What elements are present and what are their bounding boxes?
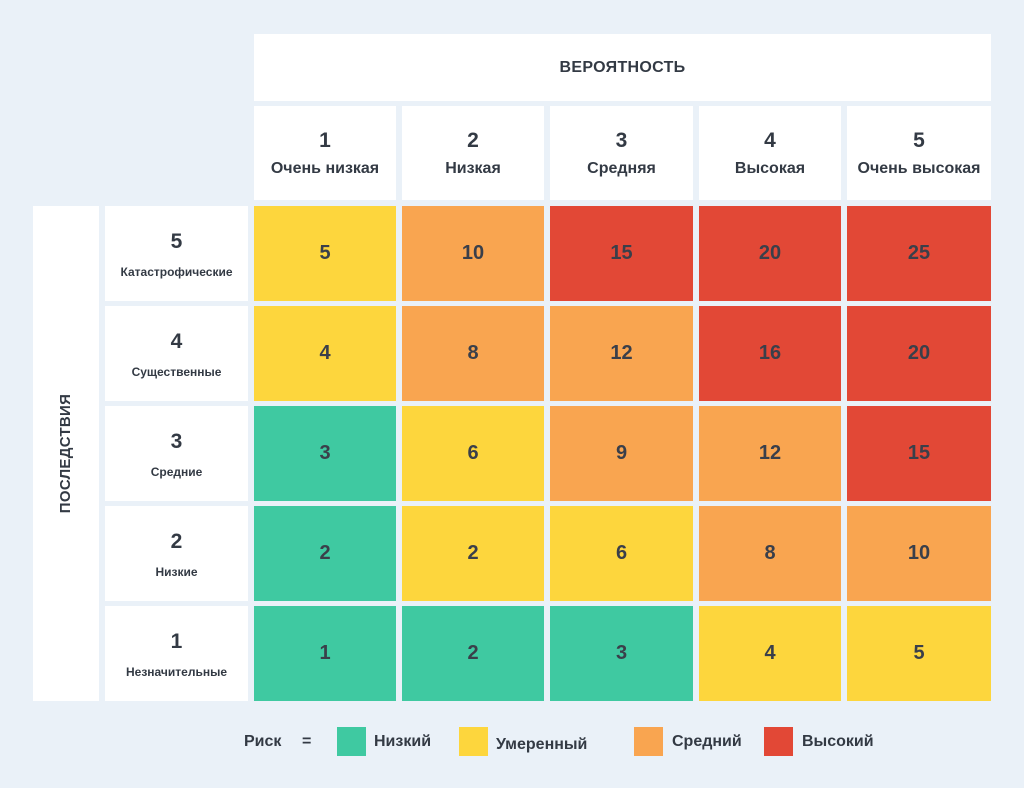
risk-cell: 8: [402, 306, 544, 401]
column-number: 5: [913, 129, 925, 152]
legend-equals: =: [302, 733, 312, 750]
legend-swatch-moderate: [459, 727, 488, 756]
column-header-2: 2 Низкая: [402, 106, 544, 200]
row-number: 5: [170, 229, 183, 253]
column-header-1: 1 Очень низкая: [254, 106, 396, 200]
risk-cell: 2: [402, 606, 544, 701]
column-label: Низкая: [445, 160, 501, 177]
risk-cell: 12: [550, 306, 693, 401]
risk-cell: 9: [550, 406, 693, 501]
column-number: 1: [319, 129, 331, 152]
risk-cell: 12: [699, 406, 841, 501]
legend-swatch-low: [337, 727, 366, 756]
consequences-header: ПОСЛЕДСТВИЯ: [33, 206, 99, 701]
column-label: Очень низкая: [270, 160, 380, 177]
risk-cell: 15: [550, 206, 693, 301]
risk-cell: 4: [254, 306, 396, 401]
risk-cell: 15: [847, 406, 991, 501]
legend-risk-label: Риск: [244, 733, 282, 750]
column-label: Средняя: [587, 160, 656, 177]
row-label: Катастрофические: [120, 264, 233, 279]
probability-title: ВЕРОЯТНОСТЬ: [559, 58, 686, 76]
legend-item-moderate: Умеренный: [496, 736, 588, 753]
column-header-3: 3 Средняя: [550, 106, 693, 200]
risk-cell: 2: [402, 506, 544, 601]
row-label: Низкие: [155, 564, 198, 579]
legend-item-medium: Средний: [672, 733, 742, 750]
legend-item-low: Низкий: [374, 733, 432, 750]
column-number: 2: [467, 129, 479, 152]
legend-swatch-high: [764, 727, 793, 756]
risk-cell: 25: [847, 206, 991, 301]
risk-cell: 20: [699, 206, 841, 301]
risk-cell: 3: [254, 406, 396, 501]
consequences-title: ПОСЛЕДСТВИЯ: [57, 393, 75, 514]
row-number: 4: [170, 329, 183, 353]
row-header-3: 3 Средние: [105, 406, 248, 501]
row-number: 1: [170, 629, 183, 653]
risk-cell: 5: [847, 606, 991, 701]
row-header-4: 4 Существенные: [105, 306, 248, 401]
row-label: Средние: [150, 464, 203, 479]
row-header-2: 2 Низкие: [105, 506, 248, 601]
risk-cell: 6: [550, 506, 693, 601]
risk-cell: 2: [254, 506, 396, 601]
risk-cell: 16: [699, 306, 841, 401]
legend-item-high: Высокий: [802, 733, 874, 750]
column-header-4: 4 Высокая: [699, 106, 841, 200]
risk-cell: 8: [699, 506, 841, 601]
risk-cell: 1: [254, 606, 396, 701]
column-number: 3: [615, 129, 628, 152]
risk-cell: 10: [847, 506, 991, 601]
risk-cell: 10: [402, 206, 544, 301]
row-header-5: 5 Катастрофические: [105, 206, 248, 301]
probability-header: ВЕРОЯТНОСТЬ: [254, 34, 991, 101]
column-header-5: 5 Очень высокая: [847, 106, 991, 200]
row-label: Существенные: [131, 364, 222, 379]
risk-cell: 6: [402, 406, 544, 501]
legend-label: Риск: [244, 727, 281, 757]
row-label: Незначительные: [126, 664, 227, 679]
risk-cell: 20: [847, 306, 991, 401]
risk-cell: 3: [550, 606, 693, 701]
legend-swatch-medium: [634, 727, 663, 756]
column-label: Очень высокая: [857, 160, 981, 177]
column-label: Высокая: [734, 160, 806, 177]
row-header-1: 1 Незначительные: [105, 606, 248, 701]
risk-cell: 5: [254, 206, 396, 301]
column-number: 4: [764, 129, 776, 152]
row-number: 3: [170, 429, 183, 453]
row-number: 2: [170, 529, 183, 553]
risk-cell: 4: [699, 606, 841, 701]
